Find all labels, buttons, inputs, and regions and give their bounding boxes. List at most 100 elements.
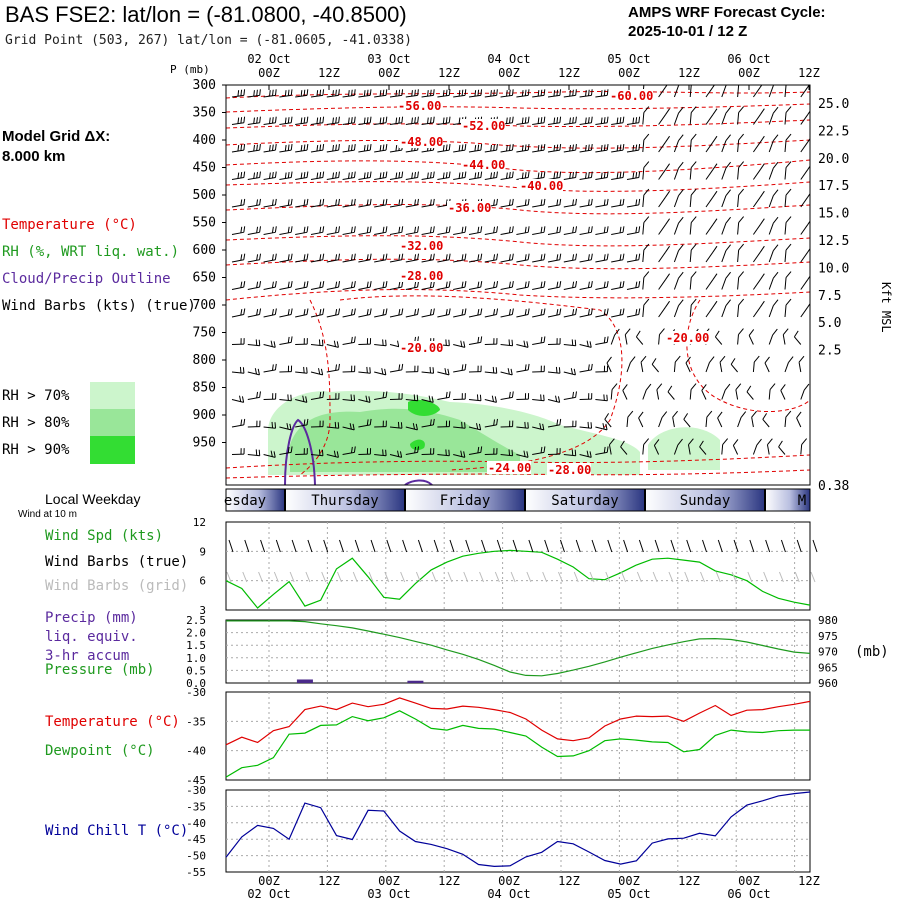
wind-barb-feather — [432, 226, 435, 233]
wind-barb-feather — [738, 271, 745, 278]
wind-barb-feather — [738, 161, 745, 168]
wind-barb-feather — [463, 451, 466, 458]
wind-barb-shaft — [484, 371, 497, 374]
wind-barb-shaft — [705, 141, 714, 153]
pressure-ytick-label: 960 — [818, 677, 838, 690]
wind-barb-feather — [414, 309, 417, 316]
wind-barb-shaft — [782, 334, 786, 345]
wind-barb-feather — [556, 281, 559, 288]
wind-barb-feather — [429, 199, 432, 206]
wind-barb-shaft — [563, 454, 576, 457]
wind-barb-shaft — [689, 140, 692, 153]
bottom-time-tick-label: 12Z — [678, 874, 700, 888]
wind-barb-shaft — [658, 306, 666, 318]
wind-barb-shaft — [247, 344, 260, 347]
wind-barb-shaft — [374, 344, 387, 347]
forecast-cycle-label: AMPS WRF Forecast Cycle: — [628, 4, 826, 21]
wind-barb-feather — [659, 328, 665, 335]
wind-barb-feather — [256, 144, 258, 151]
wind-barb-shaft — [673, 305, 679, 318]
wind-barb-feather — [259, 171, 261, 178]
wind-barb-shaft — [405, 204, 418, 208]
wind-barb-feather — [524, 364, 527, 371]
panel-ytick-label: 9 — [199, 545, 206, 558]
wind-barb-shaft — [721, 278, 727, 290]
wind-barb-feather — [490, 144, 493, 152]
wind-barb-feather — [559, 308, 562, 315]
panel-frame — [225, 691, 811, 781]
wind-barb-shaft — [642, 167, 645, 180]
wind-barb-feather — [575, 253, 578, 260]
wind-barb-feather — [643, 243, 650, 251]
wind-barb-shaft — [784, 250, 787, 263]
surface-wind-barb — [607, 539, 613, 553]
wind-barb-feather — [287, 117, 290, 124]
wind-barb-feather — [414, 226, 417, 233]
wind-barb-feather — [772, 244, 779, 252]
cloud-outline — [284, 418, 433, 485]
wind-barb-shaft — [421, 259, 434, 263]
wind-barb-feather — [635, 144, 638, 151]
wind-barb-shaft — [705, 169, 714, 180]
wind-barb-feather — [306, 226, 309, 233]
wind-barb-shaft — [326, 314, 339, 318]
wind-barb-feather — [274, 422, 277, 429]
pressure-tick-label: 350 — [193, 106, 216, 121]
wind-barb-feather — [335, 117, 337, 124]
wind-barb-feather — [414, 281, 417, 288]
weekday-segment — [285, 489, 405, 511]
temp-label-bg — [609, 89, 653, 102]
temp-contour-label: -32.00 — [400, 239, 443, 253]
wind-barb-feather — [712, 163, 718, 170]
wind-barb-feather — [785, 85, 787, 86]
surface-grid-barb — [494, 571, 500, 583]
wind-barb-feather — [678, 106, 684, 114]
wind-barb-feather — [569, 90, 571, 97]
wind-barb-feather — [464, 363, 467, 370]
wind-barb-feather — [559, 418, 562, 425]
wind-barb-shaft — [437, 371, 450, 376]
wind-barb-feather — [417, 308, 420, 315]
wind-barb-shaft — [295, 314, 308, 318]
wind-barb-feather — [772, 271, 779, 279]
wind-barb-feather — [350, 171, 353, 179]
wind-barb-shaft — [721, 113, 727, 125]
wind-barb-shaft — [405, 399, 418, 402]
wind-barb-shaft — [295, 424, 308, 428]
wind-barb-feather — [527, 116, 530, 123]
wind-barb-feather — [366, 309, 369, 316]
wind-barb-feather — [336, 341, 339, 348]
wind-barb-feather — [284, 172, 287, 179]
wind-barb-feather — [447, 368, 450, 376]
wind-barb-feather — [556, 171, 559, 179]
wind-barb-feather — [656, 383, 663, 390]
wind-barb-feather — [540, 254, 543, 261]
wind-barb-feather — [336, 451, 339, 458]
wind-barb-shaft — [768, 223, 774, 235]
wind-barb-shaft — [595, 399, 608, 402]
rh80-area — [290, 408, 520, 472]
wind-barb-shaft — [800, 114, 809, 125]
wind-barb-feather — [575, 281, 578, 288]
wind-barb-feather — [259, 391, 261, 398]
wind-barb-feather — [353, 394, 356, 401]
wind-barb-feather — [269, 117, 271, 124]
wind-barb-feather — [725, 189, 731, 197]
wind-barb-shaft — [673, 223, 679, 235]
wind-barb-shaft — [532, 314, 545, 318]
wind-barb-feather — [400, 422, 403, 429]
height-tick-label: 20.0 — [818, 152, 849, 167]
top-time-tick-label: 00Z — [738, 66, 760, 80]
wind-barb-shaft — [437, 454, 450, 457]
wind-barb-feather — [303, 199, 306, 206]
wind-barb-feather — [553, 117, 556, 124]
wind-barb-feather — [540, 199, 543, 206]
surface-wind-barb — [323, 539, 329, 553]
wind-barb-shaft — [768, 334, 774, 345]
wind-barb-shaft — [453, 454, 465, 458]
wind-barb-feather — [706, 410, 713, 418]
wind-barb-feather — [256, 281, 259, 288]
wind-barb-shaft — [295, 286, 308, 290]
wind-barb-feather — [590, 171, 593, 178]
wind-barb-feather — [350, 394, 353, 401]
